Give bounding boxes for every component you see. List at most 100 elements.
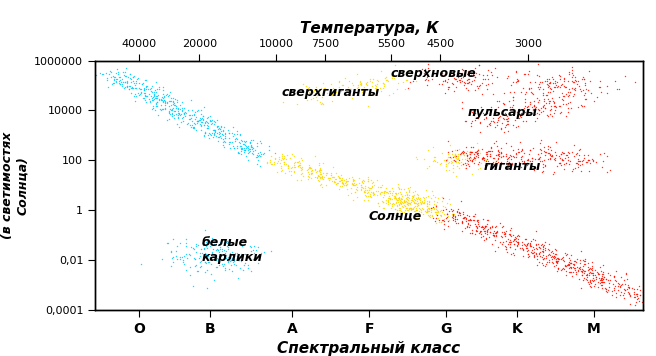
Point xyxy=(533,244,544,250)
Point xyxy=(195,127,206,133)
Point xyxy=(543,83,554,88)
Point xyxy=(410,197,420,203)
Point xyxy=(414,196,424,202)
Point xyxy=(405,200,416,206)
Point xyxy=(166,108,176,113)
Point xyxy=(525,249,536,255)
Point xyxy=(232,143,242,148)
Point xyxy=(228,259,238,265)
Point xyxy=(234,139,244,145)
Point xyxy=(213,138,224,143)
Point xyxy=(213,134,224,140)
Point xyxy=(403,203,413,208)
Point xyxy=(482,217,492,223)
Point xyxy=(602,90,612,96)
Point xyxy=(474,159,485,165)
Point xyxy=(430,219,441,224)
Point xyxy=(507,94,518,100)
Point xyxy=(482,227,492,233)
Point xyxy=(570,265,581,271)
Point xyxy=(144,98,155,104)
Point xyxy=(383,199,394,204)
Point xyxy=(122,83,133,89)
Point xyxy=(520,99,531,105)
Point xyxy=(501,156,512,162)
Point xyxy=(389,195,400,200)
Point xyxy=(210,130,220,135)
Point xyxy=(170,96,180,101)
Point xyxy=(480,224,491,229)
Point xyxy=(473,152,483,158)
Point xyxy=(596,279,607,284)
Point xyxy=(280,170,291,176)
Point xyxy=(338,177,349,183)
Point xyxy=(222,240,233,246)
Point xyxy=(411,78,421,84)
Point xyxy=(584,266,594,272)
Point xyxy=(472,83,483,89)
Point xyxy=(196,263,207,269)
Point xyxy=(394,197,405,203)
Point xyxy=(188,283,199,289)
Point xyxy=(623,285,634,290)
Point xyxy=(544,241,554,246)
Point xyxy=(195,117,205,123)
Point xyxy=(276,157,286,163)
Point xyxy=(382,78,393,83)
Point xyxy=(220,255,231,261)
Point xyxy=(273,158,283,164)
Point xyxy=(567,67,577,73)
Point xyxy=(380,189,391,195)
Point xyxy=(575,260,585,266)
Point xyxy=(394,185,405,191)
Point xyxy=(485,164,496,169)
Point xyxy=(497,229,508,235)
Point xyxy=(255,140,266,146)
Point xyxy=(564,151,574,156)
Point xyxy=(480,228,491,234)
Point xyxy=(106,81,117,87)
Point xyxy=(171,111,181,116)
Point xyxy=(548,99,559,105)
Point xyxy=(553,255,564,261)
Point xyxy=(485,144,496,150)
Point xyxy=(220,139,231,145)
Point xyxy=(526,238,537,244)
Point xyxy=(564,69,575,75)
Point xyxy=(495,149,506,155)
Point xyxy=(601,276,611,282)
Point xyxy=(551,80,562,85)
Point xyxy=(100,70,111,75)
Point xyxy=(476,160,486,166)
Point xyxy=(421,203,432,208)
Point xyxy=(524,79,535,84)
Point xyxy=(573,161,584,167)
Point xyxy=(241,145,251,151)
Point xyxy=(514,113,525,119)
Point xyxy=(119,73,130,79)
Point xyxy=(427,215,438,221)
Point xyxy=(518,151,529,156)
Point xyxy=(403,195,414,201)
Point xyxy=(454,79,464,85)
Point xyxy=(179,110,190,116)
Point xyxy=(163,111,174,116)
Point xyxy=(149,93,159,99)
Point xyxy=(473,85,483,91)
Point xyxy=(501,140,512,146)
Point xyxy=(516,164,526,170)
Point xyxy=(509,89,520,95)
Point xyxy=(327,174,338,180)
Point xyxy=(545,107,556,112)
Point xyxy=(253,260,264,266)
Point xyxy=(535,253,545,258)
Point xyxy=(312,168,323,174)
Point xyxy=(512,109,522,115)
Point xyxy=(448,212,459,218)
Point xyxy=(149,91,159,97)
Point xyxy=(426,207,437,213)
Point xyxy=(499,231,510,236)
Point xyxy=(532,96,543,101)
Point xyxy=(441,206,451,212)
Point xyxy=(544,80,554,86)
